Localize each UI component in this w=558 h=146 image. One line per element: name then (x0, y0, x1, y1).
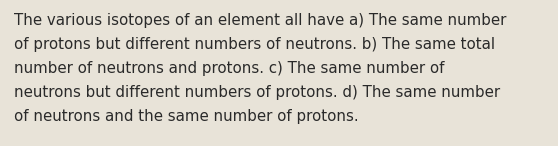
Text: of neutrons and the same number of protons.: of neutrons and the same number of proto… (14, 109, 359, 124)
Text: neutrons but different numbers of protons. d) The same number: neutrons but different numbers of proton… (14, 85, 500, 100)
Text: of protons but different numbers of neutrons. b) The same total: of protons but different numbers of neut… (14, 37, 495, 52)
Text: number of neutrons and protons. c) The same number of: number of neutrons and protons. c) The s… (14, 61, 445, 76)
Text: The various isotopes of an element all have a) The same number: The various isotopes of an element all h… (14, 13, 506, 28)
